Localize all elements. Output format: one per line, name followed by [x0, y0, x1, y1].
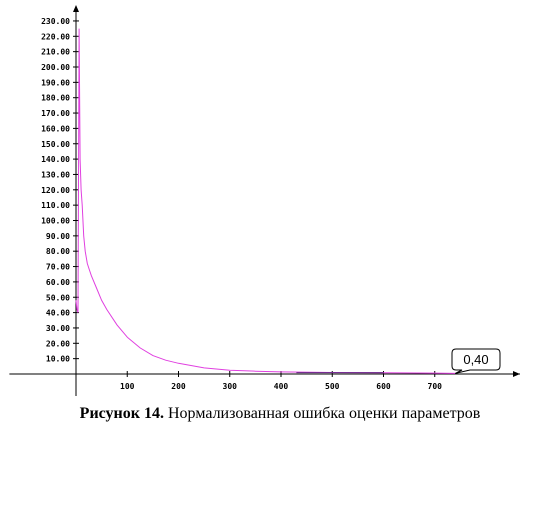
x-tick-label: 300 [223, 382, 238, 391]
y-tick-label: 190.00 [41, 78, 70, 87]
y-axis-ticks: 10.00 20.00 30.00 40.00 50.00 60.00 70.00 80.00… [41, 17, 79, 364]
x-tick-label: 500 [325, 382, 340, 391]
y-tick-label: 230.00 [41, 17, 70, 26]
y-tick-label: 110.00 [41, 201, 70, 210]
axes [9, 5, 520, 396]
y-tick-label: 70.00 [46, 263, 70, 272]
y-tick-label: 60.00 [46, 278, 70, 287]
chart: 10.00 20.00 30.00 40.00 50.00 60.00 70.00 80.00… [9, 5, 520, 396]
y-tick-label: 180.00 [41, 94, 70, 103]
x-axis-arrow [513, 371, 520, 377]
y-axis-arrow [73, 5, 79, 12]
series-line [75, 28, 456, 374]
caption-label: Рисунок 14. [79, 405, 164, 422]
x-tick-label: 700 [428, 382, 443, 391]
y-tick-label: 120.00 [41, 186, 70, 195]
figure-caption: Рисунок 14. Нормализованная ошибка оценк… [0, 405, 560, 423]
y-tick-label: 170.00 [41, 109, 70, 118]
y-tick-label: 30.00 [46, 324, 70, 333]
y-tick-label: 220.00 [41, 32, 70, 41]
y-tick-label: 20.00 [46, 339, 70, 348]
annotation-callout-box [451, 348, 501, 374]
y-tick-label: 150.00 [41, 140, 70, 149]
x-tick-label: 200 [171, 382, 186, 391]
y-tick-label: 200.00 [41, 63, 70, 72]
y-tick-label: 160.00 [41, 124, 70, 133]
x-tick-label: 100 [120, 382, 135, 391]
annotation-label: 0,40 [463, 352, 488, 367]
caption-text: Нормализованная ошибка оценки параметров [164, 405, 481, 422]
annotations: 0,40 [451, 348, 501, 374]
series-group [75, 28, 456, 374]
y-tick-label: 210.00 [41, 48, 70, 57]
x-tick-label: 600 [376, 382, 391, 391]
y-tick-label: 100.00 [41, 217, 70, 226]
x-tick-label: 400 [274, 382, 289, 391]
y-tick-label: 140.00 [41, 155, 70, 164]
y-tick-label: 80.00 [46, 247, 70, 256]
y-tick-label: 90.00 [46, 232, 70, 241]
y-tick-label: 10.00 [46, 355, 70, 364]
y-tick-label: 40.00 [46, 309, 70, 318]
y-tick-label: 130.00 [41, 170, 70, 179]
y-tick-label: 50.00 [46, 293, 70, 302]
